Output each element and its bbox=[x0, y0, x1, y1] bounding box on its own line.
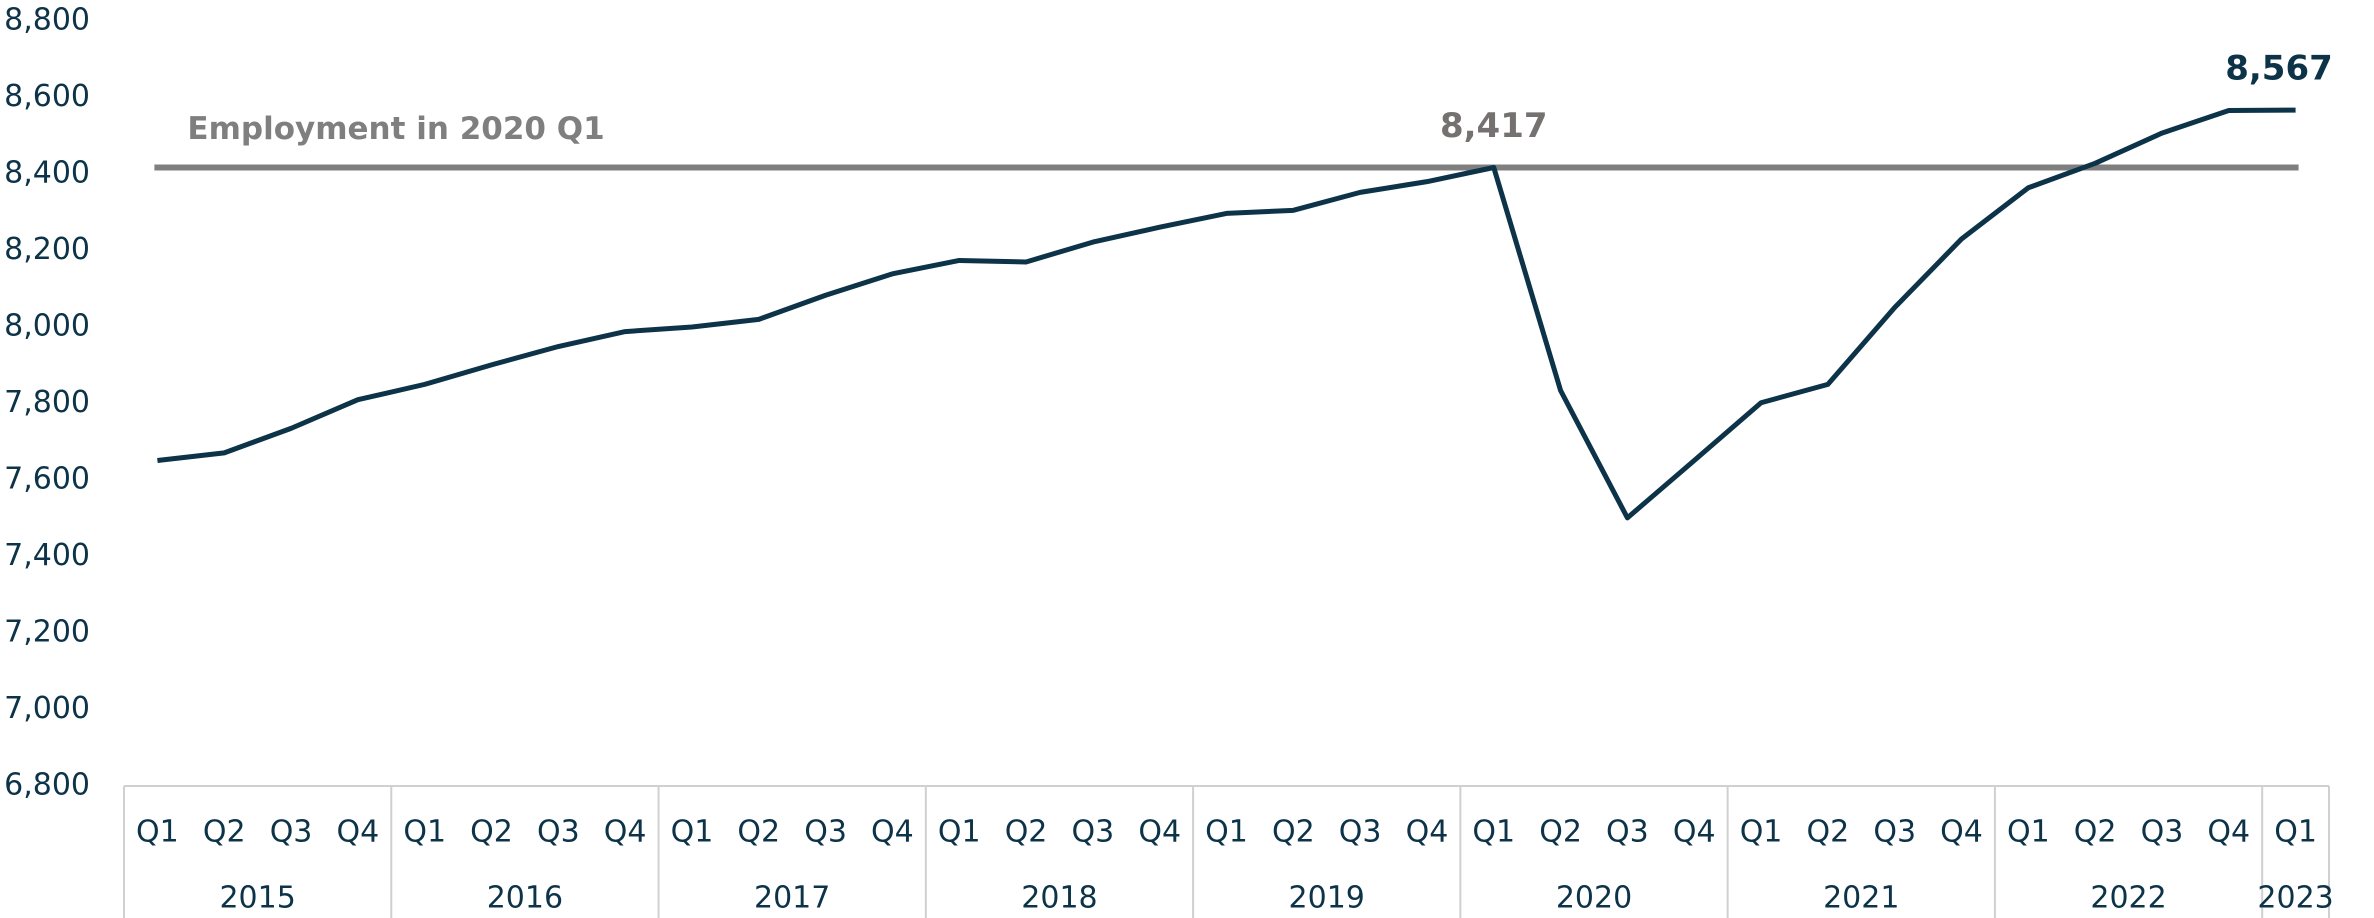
value-label: 8,417 bbox=[1440, 106, 1548, 146]
x-tick-label: Q2 bbox=[1272, 815, 1315, 850]
x-tick-label: Q4 bbox=[337, 815, 380, 850]
y-tick-label: 7,600 bbox=[4, 462, 90, 497]
x-tick-label: Q2 bbox=[470, 815, 513, 850]
x-tick-label: Q4 bbox=[2207, 815, 2250, 850]
x-tick-label: Q2 bbox=[737, 815, 780, 850]
x-tick-label: Q4 bbox=[1138, 815, 1181, 850]
x-group-label: 2020 bbox=[1556, 881, 1632, 916]
x-tick-label: Q3 bbox=[1339, 815, 1382, 850]
y-tick-label: 8,200 bbox=[4, 232, 90, 267]
x-tick-label: Q4 bbox=[1406, 815, 1449, 850]
x-tick-label: Q2 bbox=[1807, 815, 1850, 850]
x-tick-label: Q3 bbox=[1606, 815, 1649, 850]
x-tick-label: Q3 bbox=[537, 815, 580, 850]
y-tick-label: 6,800 bbox=[4, 768, 90, 803]
x-group-label: 2015 bbox=[219, 881, 295, 916]
x-tick-label: Q1 bbox=[403, 815, 446, 850]
x-group-label: 2021 bbox=[1823, 881, 1899, 916]
x-group-label: 2016 bbox=[487, 881, 563, 916]
x-tick-label: Q3 bbox=[804, 815, 847, 850]
x-tick-label: Q3 bbox=[2141, 815, 2184, 850]
y-tick-label: 7,200 bbox=[4, 615, 90, 650]
x-tick-label: Q4 bbox=[1673, 815, 1716, 850]
x-group-label: 2023 bbox=[2257, 881, 2333, 916]
x-tick-label: Q3 bbox=[1072, 815, 1115, 850]
y-tick-label: 7,000 bbox=[4, 691, 90, 726]
x-tick-label: Q3 bbox=[270, 815, 313, 850]
x-tick-label: Q2 bbox=[1005, 815, 1048, 850]
x-group-label: 2019 bbox=[1289, 881, 1365, 916]
x-tick-label: Q4 bbox=[871, 815, 914, 850]
x-tick-label: Q1 bbox=[136, 815, 179, 850]
y-tick-label: 7,400 bbox=[4, 538, 90, 573]
x-tick-label: Q4 bbox=[1940, 815, 1983, 850]
y-tick-label: 8,400 bbox=[4, 156, 90, 191]
x-group-label: 2022 bbox=[2090, 881, 2166, 916]
x-tick-label: Q1 bbox=[1740, 815, 1783, 850]
x-tick-label: Q2 bbox=[2074, 815, 2117, 850]
line bbox=[157, 107, 2296, 521]
x-tick-label: Q2 bbox=[1539, 815, 1582, 850]
y-tick-label: 8,600 bbox=[4, 79, 90, 114]
x-tick-label: Q2 bbox=[203, 815, 246, 850]
x-tick-label: Q1 bbox=[2007, 815, 2050, 850]
x-tick-label: Q1 bbox=[1205, 815, 1248, 850]
y-tick-label: 8,000 bbox=[4, 309, 90, 344]
x-tick-label: Q1 bbox=[938, 815, 981, 850]
x-group-label: 2018 bbox=[1021, 881, 1097, 916]
x-tick-label: Q1 bbox=[2274, 815, 2317, 850]
x-tick-label: Q3 bbox=[1873, 815, 1916, 850]
x-tick-label: Q1 bbox=[671, 815, 714, 850]
y-tick-label: 8,800 bbox=[4, 3, 90, 38]
reference-label: Employment in 2020 Q1 bbox=[187, 111, 604, 147]
y-tick-label: 7,800 bbox=[4, 385, 90, 420]
x-group-label: 2017 bbox=[754, 881, 830, 916]
value-label: 8,567 bbox=[2225, 49, 2333, 89]
x-tick-label: Q1 bbox=[1472, 815, 1515, 850]
x-tick-label: Q4 bbox=[604, 815, 647, 850]
